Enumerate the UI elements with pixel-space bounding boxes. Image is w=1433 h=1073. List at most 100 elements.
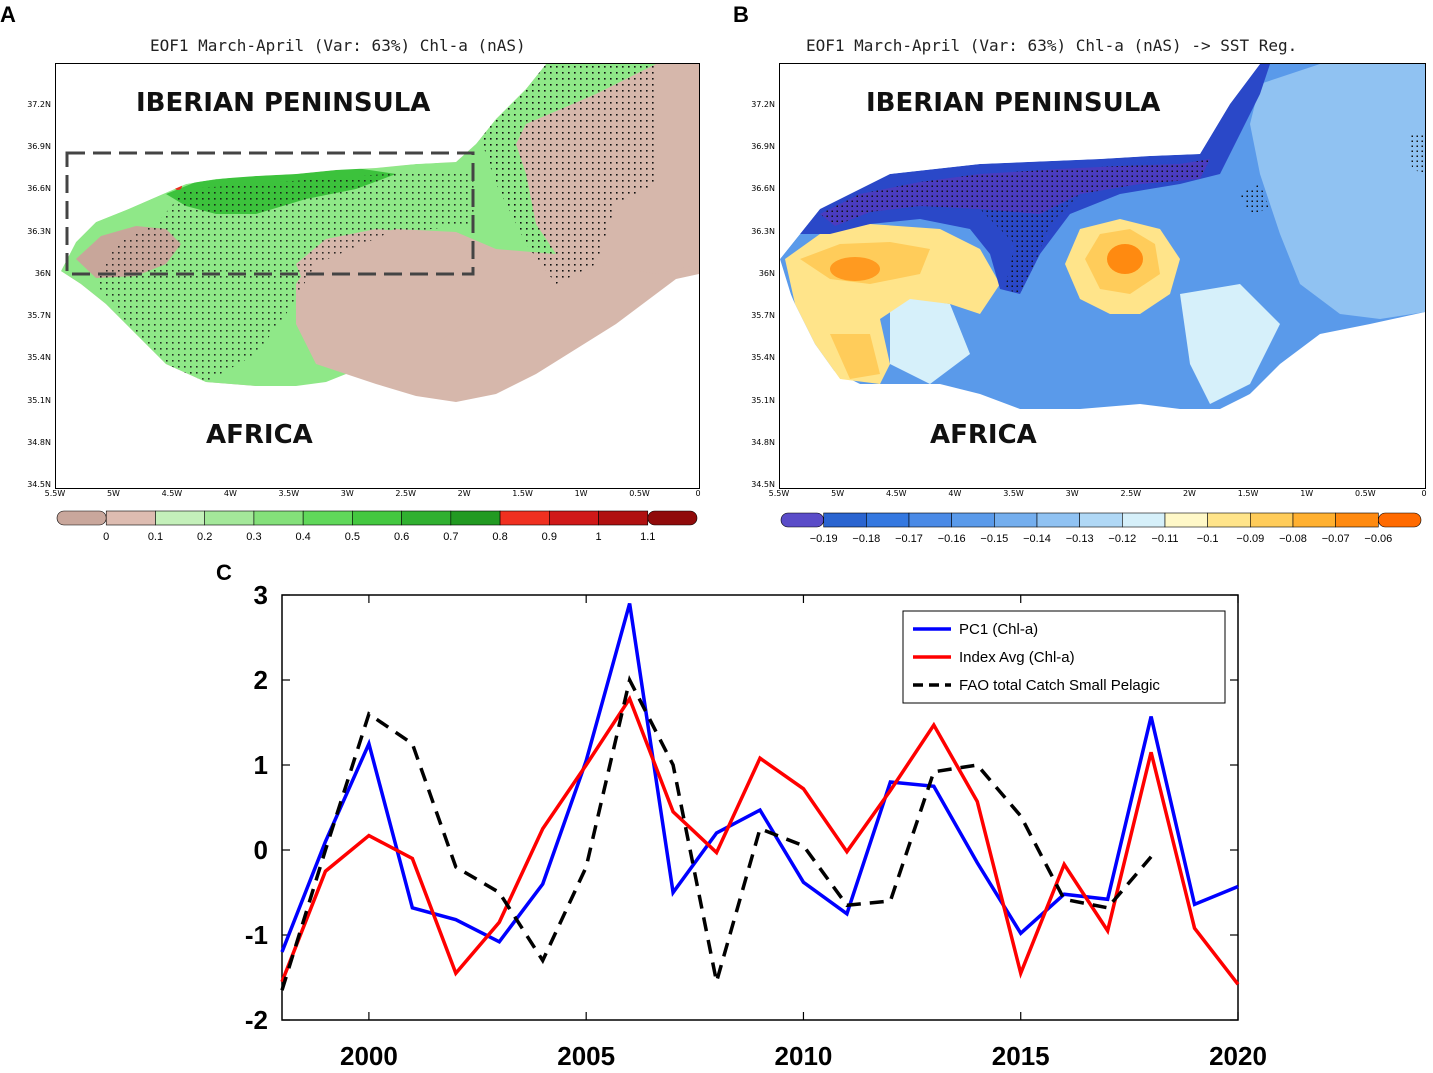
panel-a-dots-2 — [96, 174, 476, 382]
panel-a-label-south: AFRICA — [206, 420, 313, 450]
panel_a-colorbar-tick: 0.4 — [296, 531, 311, 543]
panel-a-colorbar: 0 0.1 0.2 0.3 0.4 0.5 0.6 0.7 0.8 0.9 1 1.1 — [56, 510, 698, 543]
panel_a-colorbar-segment — [253, 510, 304, 526]
panel_a-colorbar-tick: 0.8 — [492, 531, 507, 543]
panel_b-lat-tick: 34.8N — [751, 437, 775, 447]
panel_b-lon-tick: 3.5W — [1003, 489, 1024, 498]
y-axis-tick-label: -2 — [245, 1005, 268, 1035]
panel_a-colorbar-segment — [499, 510, 550, 526]
panel_b-colorbar-segment — [994, 512, 1038, 528]
panel-b-title: EOF1 March-April (Var: 63%) Chl-a (nAS) … — [806, 36, 1298, 55]
panel_a-lat-tick: 34.8N — [27, 437, 51, 447]
legend-label-1: Index Avg (Chl-a) — [959, 649, 1075, 666]
panel_a-lon-tick: 2W — [457, 489, 471, 498]
panel_b-lon-tick: 0.5W — [1355, 489, 1376, 498]
y-axis-tick-label: 2 — [254, 665, 268, 695]
panel_b-colorbar-segment — [1122, 512, 1166, 528]
panel_a-lat-tick: 35.7N — [27, 311, 51, 321]
panel_b-colorbar-segment — [1207, 512, 1251, 528]
panel_b-lon-tick: 4.5W — [885, 489, 907, 498]
panel-a-label-north: IBERIAN PENINSULA — [136, 88, 431, 118]
panel_a-colorbar-tick: 0.9 — [542, 531, 557, 543]
panel-b-field-lightblue — [1250, 64, 1425, 319]
panel-b-map — [779, 63, 1426, 489]
panel-a-field-brown-center — [296, 229, 496, 354]
panel_b-colorbar-tick: −0.13 — [1066, 533, 1094, 545]
panel_a-lon-tick: 4W — [223, 489, 237, 498]
panel_a-lon-tick: 3.5W — [278, 489, 300, 498]
panel_a-colorbar-segment — [155, 510, 205, 526]
panel_b-colorbar-segment — [951, 512, 995, 528]
panel_b-lat-tick: 34.5N — [751, 480, 775, 489]
panel_a-colorbar-segment — [352, 510, 402, 526]
panel_b-lat-tick: 36.6N — [751, 184, 775, 194]
panel_a-lon-tick: 5.5W — [44, 489, 66, 498]
y-axis-tick-label: 3 — [254, 580, 268, 610]
panel_b-lon-tick: 5W — [831, 489, 845, 498]
x-axis-tick-label: 2020 — [1209, 1041, 1267, 1071]
panel_a-colorbar-tick: 0 — [103, 531, 109, 543]
panel_a-colorbar-segment — [647, 510, 698, 526]
panel_b-lon-tick: 1.5W — [1237, 489, 1259, 498]
panel-a-dashed-box — [65, 151, 475, 276]
panel-a-map — [55, 63, 700, 489]
panel_b-lon-tick: 2.5W — [1120, 489, 1142, 498]
panel_b-colorbar-segment — [1292, 512, 1336, 528]
panel_b-lat-tick: 36.3N — [751, 226, 775, 236]
panel_b-lat-tick: 36.9N — [751, 142, 775, 152]
panel_b-lat-tick: 37.2N — [751, 100, 775, 109]
panel_a-lat-tick: 36.3N — [27, 226, 51, 236]
panel-a-map-svg — [56, 64, 699, 488]
panel_b-colorbar-segment — [1335, 512, 1379, 528]
panel_b-lat-tick: 35.4N — [751, 353, 775, 363]
panel_a-colorbar-tick: 0.7 — [443, 531, 458, 543]
panel_a-lat-tick: 35.1N — [27, 395, 51, 405]
panel_b-lat-tick: 36N — [758, 268, 775, 278]
panel-a-dots — [476, 64, 656, 284]
panel_b-colorbar-tick: −0.08 — [1279, 533, 1307, 545]
panel_a-lon-tick: 0 — [695, 489, 701, 498]
x-axis-tick-label: 2010 — [775, 1041, 833, 1071]
panel_a-lon-tick: 5W — [106, 489, 120, 498]
panel_a-colorbar-segment — [105, 510, 156, 526]
panel-c-line-chart: 3 2 1 0 -1 -2 2000 2005 2010 2015 2020 PC1 (Chl-a) I… — [245, 580, 1267, 1071]
panel_b-colorbar-tick: −0.19 — [810, 533, 838, 545]
panel_b-colorbar-tick: −0.07 — [1322, 533, 1350, 545]
panel_a-lon-tick: 1W — [574, 489, 588, 498]
panel_b-colorbar-segment — [1378, 512, 1422, 528]
panel_b-lon-tick: 3W — [1065, 489, 1079, 498]
series-line-0 — [280, 603, 1239, 953]
chart-legend — [902, 610, 1226, 704]
panel_b-colorbar-segment — [908, 512, 952, 528]
panel_b-colorbar-tick: −0.16 — [938, 533, 966, 545]
panel-b-colorbar: −0.19 −0.18 −0.17 −0.16 −0.15 −0.14 −0.13 −0.12… — [780, 512, 1422, 545]
panel-c-letter: C — [216, 560, 232, 585]
y-axis-tick-label: 0 — [254, 835, 268, 865]
panel_a-lat-tick: 36.9N — [27, 142, 51, 152]
panel_a-lat-tick: 36N — [34, 268, 51, 278]
panel_b-colorbar-tick: −0.06 — [1364, 533, 1392, 545]
panel_a-colorbar-tick: 0.2 — [197, 531, 212, 543]
x-axis-tick-label: 2005 — [557, 1041, 615, 1071]
x-axis-tick-label: 2015 — [992, 1041, 1050, 1071]
panel_b-colorbar-tick: −0.14 — [1023, 533, 1051, 545]
panel_a-colorbar-tick: 0.1 — [148, 531, 163, 543]
panel-a-title: EOF1 March-April (Var: 63%) Chl-a (nAS) — [150, 36, 526, 55]
series-line-1 — [280, 694, 1240, 986]
panel_a-lon-tick: 1.5W — [512, 489, 533, 498]
panel_a-colorbar-segment — [302, 510, 353, 526]
panel_a-lat-tick: 36.6N — [27, 184, 51, 194]
panel_b-colorbar-tick: −0.12 — [1108, 533, 1136, 545]
panel_b-colorbar-segment — [866, 512, 910, 528]
panel_b-lon-tick: 2W — [1182, 489, 1196, 498]
panel-a-letter: A — [0, 2, 16, 27]
panel_b-lat-tick: 35.1N — [751, 395, 775, 405]
panel_a-lon-tick: 3W — [340, 489, 354, 498]
panel_b-colorbar-tick: −0.15 — [980, 533, 1008, 545]
panel_b-lat-tick: 35.7N — [751, 311, 775, 321]
panel_a-colorbar-segment — [56, 510, 107, 526]
panel_b-lon-tick: 1W — [1300, 489, 1314, 498]
panel_b-lon-tick: 0 — [1421, 489, 1427, 498]
y-axis-tick-label: -1 — [245, 920, 268, 950]
panel_a-lat-tick: 34.5N — [27, 480, 51, 489]
